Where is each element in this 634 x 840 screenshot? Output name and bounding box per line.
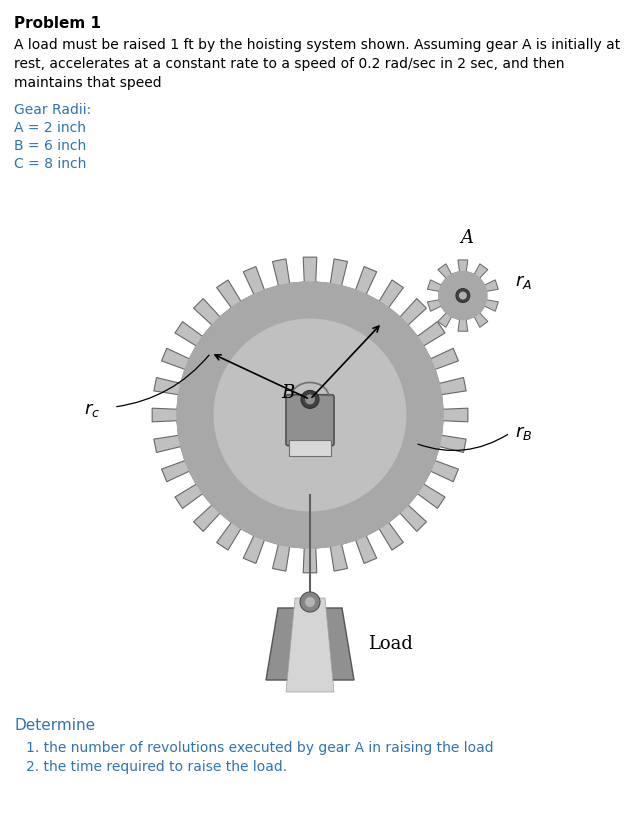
Text: B = 6 inch: B = 6 inch (14, 139, 86, 153)
Text: rest, accelerates at a constant rate to a speed of 0.2 rad/sec in 2 sec, and the: rest, accelerates at a constant rate to … (14, 57, 564, 71)
Circle shape (305, 597, 315, 607)
Circle shape (459, 291, 467, 300)
Circle shape (301, 391, 319, 408)
Text: 1. the number of revolutions executed by gear A in raising the load: 1. the number of revolutions executed by… (26, 741, 494, 755)
Polygon shape (152, 257, 468, 573)
Text: $r_B$: $r_B$ (515, 424, 533, 442)
Circle shape (456, 289, 470, 302)
Text: $r_c$: $r_c$ (84, 401, 100, 419)
Text: Determine: Determine (14, 718, 95, 733)
Circle shape (300, 592, 320, 612)
FancyBboxPatch shape (286, 395, 334, 445)
Circle shape (177, 282, 443, 548)
Text: C = 8 inch: C = 8 inch (14, 157, 86, 171)
Text: Problem 1: Problem 1 (14, 16, 101, 31)
Text: Load: Load (368, 635, 413, 653)
Polygon shape (427, 260, 498, 331)
Polygon shape (266, 608, 354, 680)
Text: A load must be raised 1 ft by the hoisting system shown. Assuming gear A is init: A load must be raised 1 ft by the hoisti… (14, 38, 620, 52)
Text: maintains that speed: maintains that speed (14, 76, 162, 90)
Text: 2. the time required to raise the load.: 2. the time required to raise the load. (26, 760, 287, 774)
Circle shape (439, 271, 487, 319)
Polygon shape (286, 598, 334, 692)
Text: Gear Radii:: Gear Radii: (14, 103, 91, 117)
Circle shape (214, 319, 406, 511)
Text: $r_A$: $r_A$ (515, 272, 532, 291)
Text: A = 2 inch: A = 2 inch (14, 121, 86, 135)
Circle shape (305, 395, 315, 404)
Text: A: A (460, 228, 474, 247)
Bar (289, 439, 331, 455)
Text: B: B (281, 384, 295, 402)
